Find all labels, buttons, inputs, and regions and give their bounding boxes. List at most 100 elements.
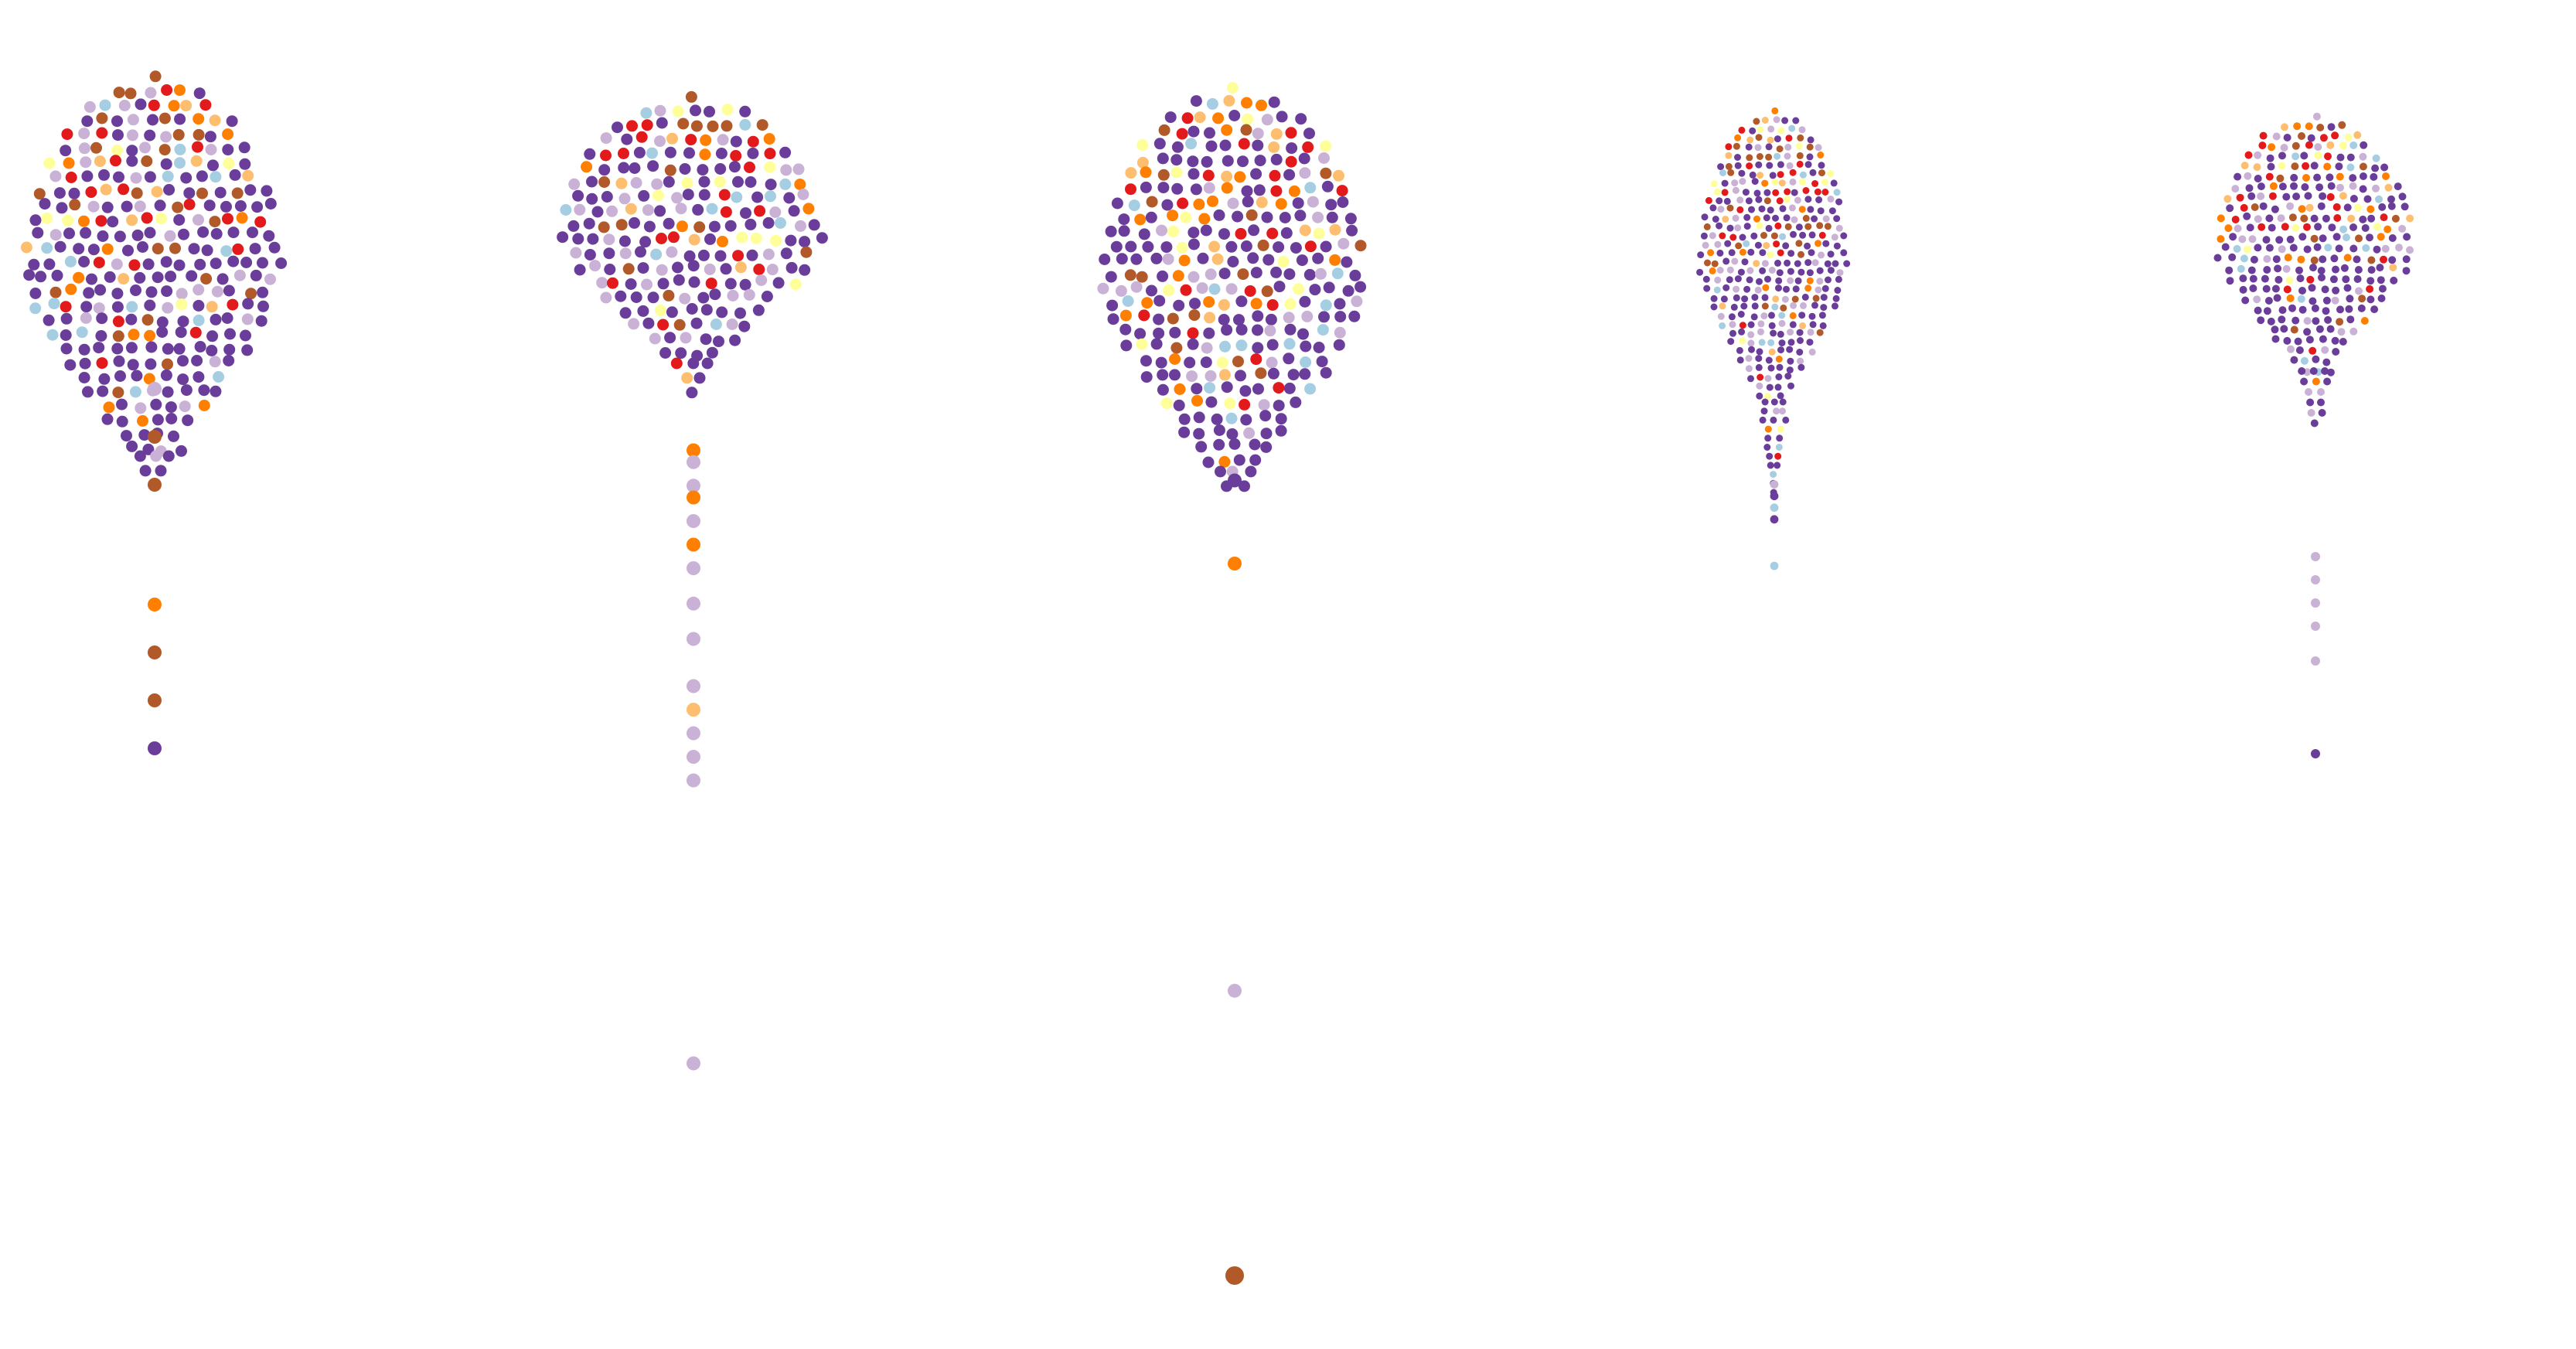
- data-point: [2366, 277, 2375, 285]
- data-point: [1817, 152, 1825, 158]
- data-point: [1266, 339, 1279, 351]
- data-point: [99, 99, 111, 111]
- data-point: [112, 387, 124, 399]
- data-point: [1759, 416, 1767, 424]
- data-point: [2305, 336, 2314, 344]
- data-point: [1118, 225, 1130, 237]
- data-point: [111, 258, 123, 271]
- data-point: [1760, 312, 1768, 320]
- data-point: [1307, 196, 1319, 208]
- data-point: [603, 233, 615, 246]
- data-point: [654, 205, 666, 217]
- data-point: [1737, 311, 1745, 318]
- outlier-point: [2311, 622, 2320, 631]
- data-point: [2338, 121, 2346, 129]
- data-point: [1787, 357, 1794, 365]
- data-point: [152, 414, 164, 426]
- data-point: [1261, 114, 1273, 126]
- data-point: [2257, 223, 2266, 231]
- data-point: [1735, 242, 1743, 250]
- data-point: [2314, 152, 2322, 159]
- data-point: [148, 99, 160, 111]
- data-point: [794, 179, 806, 190]
- data-point: [1252, 128, 1264, 140]
- data-point: [615, 290, 627, 302]
- data-point: [2257, 316, 2265, 325]
- data-point: [1248, 224, 1260, 237]
- data-point: [2395, 244, 2403, 252]
- data-point: [118, 273, 130, 285]
- data-point: [1757, 126, 1764, 134]
- data-point: [1304, 182, 1317, 194]
- data-point: [1155, 356, 1167, 369]
- data-point: [1187, 155, 1199, 168]
- data-point: [1171, 141, 1184, 153]
- data-point: [2290, 182, 2298, 190]
- data-point: [1696, 268, 1704, 276]
- data-point: [792, 163, 805, 175]
- outlier-point: [148, 382, 162, 396]
- data-point: [250, 269, 262, 281]
- data-point: [158, 144, 171, 156]
- data-point: [1743, 285, 1751, 293]
- data-point: [672, 261, 683, 274]
- data-point: [1790, 301, 1797, 309]
- data-point: [1202, 169, 1215, 182]
- data-point: [112, 330, 124, 342]
- data-point: [1776, 197, 1784, 205]
- data-point: [2324, 152, 2332, 161]
- data-point: [664, 332, 676, 344]
- data-point: [2213, 254, 2222, 262]
- data-point: [764, 148, 776, 160]
- data-point: [240, 329, 251, 342]
- data-point: [206, 345, 218, 356]
- data-point: [206, 330, 219, 342]
- data-point: [2221, 243, 2230, 251]
- data-point: [625, 278, 637, 290]
- data-point: [81, 170, 94, 182]
- data-point: [1225, 240, 1238, 253]
- data-point: [2268, 192, 2277, 200]
- data-point: [130, 172, 142, 184]
- data-point: [1709, 232, 1716, 240]
- data-point: [1140, 371, 1153, 383]
- data-point: [1146, 284, 1157, 297]
- data-point: [2281, 123, 2288, 131]
- data-point: [2349, 327, 2358, 336]
- data-point: [94, 284, 107, 296]
- data-point: [1833, 189, 1841, 196]
- data-point: [191, 355, 203, 366]
- data-point: [1755, 355, 1763, 363]
- data-point: [1777, 127, 1785, 135]
- data-point: [622, 263, 635, 275]
- data-point: [245, 288, 257, 300]
- data-point: [2315, 183, 2324, 192]
- data-point: [2324, 244, 2332, 252]
- data-point: [2251, 203, 2259, 211]
- data-point: [687, 357, 700, 370]
- data-point: [134, 271, 146, 284]
- data-point: [713, 336, 724, 348]
- data-point: [1771, 303, 1779, 311]
- data-point: [60, 329, 72, 341]
- data-point: [1226, 82, 1239, 94]
- data-point: [1767, 364, 1775, 372]
- data-point: [1283, 312, 1295, 324]
- data-point: [2319, 234, 2327, 243]
- data-point: [2327, 123, 2336, 131]
- data-point: [43, 157, 56, 169]
- data-point: [2305, 203, 2314, 212]
- data-point: [2257, 182, 2265, 191]
- data-point: [600, 149, 612, 162]
- data-point: [2263, 255, 2271, 263]
- data-point: [607, 277, 618, 289]
- data-point: [233, 269, 246, 281]
- data-point: [1806, 153, 1814, 161]
- data-point: [1224, 397, 1236, 410]
- data-point: [1169, 326, 1181, 339]
- data-point: [765, 190, 776, 203]
- data-point: [753, 264, 765, 275]
- data-point: [1162, 253, 1174, 265]
- data-point: [41, 242, 53, 254]
- data-point: [754, 205, 766, 217]
